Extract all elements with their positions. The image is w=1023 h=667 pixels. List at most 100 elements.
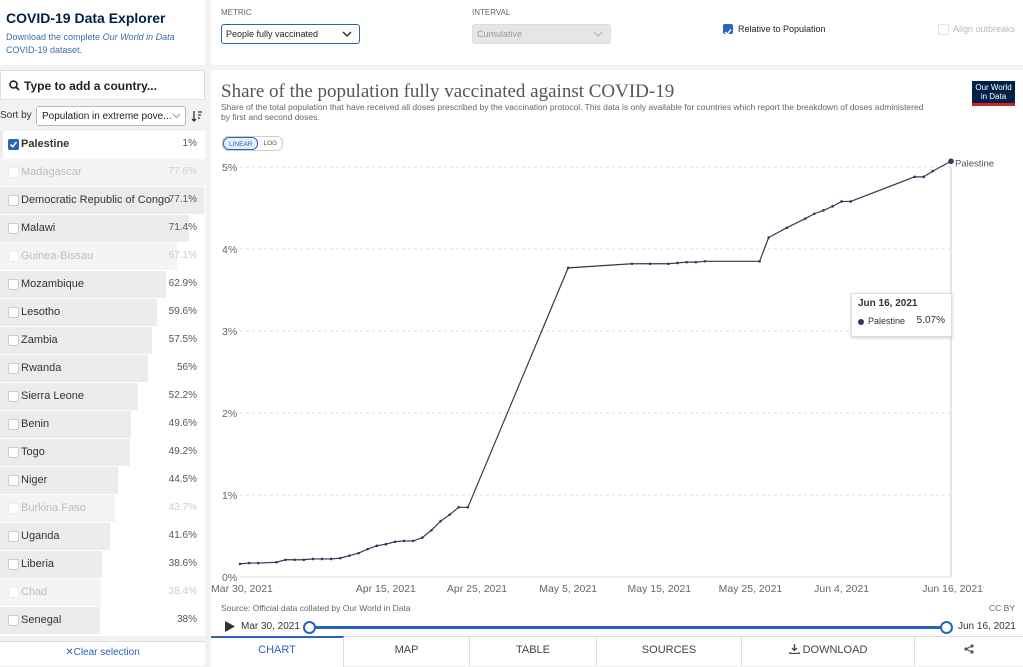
country-row[interactable]: Democratic Republic of Congo 77.1% (0, 187, 205, 215)
scale-toggle[interactable]: LINEAR LOG (222, 136, 284, 151)
play-button[interactable] (224, 620, 236, 633)
country-row[interactable]: Burkina Faso 43.7% (0, 495, 205, 523)
chart-subtitle: Share of the total population that have … (221, 102, 924, 122)
scale-option[interactable]: LINEAR (223, 137, 259, 150)
data-point (430, 528, 433, 532)
sort-label: Sort by (0, 110, 32, 121)
note-text: COVID-19 dataset. (6, 45, 83, 55)
clear-selection[interactable]: ✕Clear selection (0, 641, 205, 666)
value-shade (0, 383, 138, 410)
country-row[interactable]: Senegal 38% (0, 607, 205, 635)
download-note[interactable]: Download the complete Our World in Data … (6, 31, 196, 57)
data-point (466, 506, 470, 509)
tab[interactable]: SOURCES (597, 636, 742, 666)
share-icon (964, 644, 974, 654)
country-row[interactable]: Niger 44.5% (0, 467, 205, 495)
timeline-handle[interactable] (303, 621, 316, 634)
controls-bar: METRIC People fully vaccinated INTERVAL … (211, 0, 1023, 65)
x-tick-label: Mar 30, 2021 (211, 583, 273, 595)
country-row[interactable]: Mozambique 62.9% (0, 271, 205, 299)
country-name: Rwanda (21, 362, 62, 374)
clear-text: Clear selection (73, 647, 140, 658)
country-row[interactable]: Rwanda 56% (0, 355, 205, 383)
country-name: Senegal (21, 614, 62, 626)
tab[interactable]: DOWNLOAD (742, 636, 915, 666)
checkbox (8, 559, 19, 570)
chart-title: Share of the population fully vaccinated… (221, 81, 675, 102)
search-box[interactable]: Type to add a country... (0, 70, 205, 100)
checkbox (8, 447, 19, 458)
country-row[interactable]: Malawi 71.4% (0, 215, 205, 243)
country-name: Uganda (21, 530, 60, 542)
data-point (238, 562, 242, 566)
scale-option[interactable]: LOG (263, 140, 278, 147)
country-row[interactable]: Lesotho 59.6% (0, 299, 205, 327)
data-point (931, 169, 935, 173)
data-point (922, 175, 925, 179)
data-point (384, 542, 388, 546)
country-value: 38.6% (168, 558, 197, 569)
data-point (676, 261, 679, 265)
data-point (439, 519, 442, 523)
tab[interactable]: MAP (344, 636, 470, 666)
tab[interactable]: CHART (211, 636, 344, 667)
country-row[interactable]: Sierra Leone 52.2% (0, 383, 205, 411)
data-point (685, 260, 688, 264)
tab-label: DOWNLOAD (802, 644, 868, 656)
country-row[interactable]: Zambia 57.5% (0, 327, 205, 355)
checkbox (8, 195, 19, 206)
checkbox (8, 307, 19, 318)
country-name: Mozambique (21, 278, 84, 290)
checkbox (8, 587, 19, 598)
country-name: Burkina Faso (21, 502, 86, 514)
checkbox (8, 419, 19, 430)
country-row[interactable]: Benin 49.6% (0, 411, 205, 439)
interval-value: Cumulative (477, 29, 523, 39)
country-row[interactable]: Madagascar 77.6% (0, 159, 205, 187)
country-value: 41.6% (168, 530, 197, 541)
country-value: 67.1% (168, 250, 197, 261)
data-point (329, 557, 333, 561)
country-row[interactable]: Palestine 1% (0, 131, 205, 159)
country-row[interactable]: Chad 38.4% (0, 579, 205, 607)
checkbox (8, 531, 19, 542)
tab-label: TABLE (515, 644, 551, 656)
checkbox (8, 391, 19, 402)
country-value: 1% (182, 138, 197, 149)
country-value: 43.7% (168, 502, 197, 513)
country-list: Palestine 1% Madagascar 77.6% Democratic Rep… (0, 131, 205, 636)
country-row[interactable]: Uganda 41.6% (0, 523, 205, 551)
country-value: 44.5% (168, 474, 197, 485)
data-point (357, 551, 360, 555)
y-tick-label: 1% (222, 490, 237, 502)
tooltip: Jun 16, 2021 Palestine 5.07% (851, 293, 952, 337)
tab[interactable]: TABLE (470, 636, 597, 666)
source-note: Source: Official data collated by Our Wo… (221, 603, 411, 613)
owid-logo[interactable]: Our World in Data (972, 81, 1015, 106)
x-tick-label: May 25, 2021 (719, 583, 783, 595)
metric-select[interactable]: People fully vaccinated (221, 24, 360, 44)
country-row[interactable]: Togo 49.2% (0, 439, 205, 467)
timeline-handle[interactable] (940, 621, 953, 634)
interval-select: Cumulative (472, 24, 611, 44)
country-row[interactable]: Liberia 38.6% (0, 551, 205, 579)
relative-checkbox[interactable] (723, 24, 733, 36)
data-point (338, 556, 342, 560)
share-tab[interactable] (915, 636, 1023, 666)
sort-order-icon[interactable] (191, 110, 203, 122)
data-point (758, 260, 761, 263)
note-text: Download the complete (6, 32, 103, 42)
country-row[interactable]: Guinea-Bissau 67.1% (0, 243, 205, 271)
align-checkbox (938, 24, 949, 35)
data-point (293, 558, 296, 562)
series-label: Palestine (955, 158, 994, 169)
sort-select[interactable]: Population in extreme pove... (36, 106, 186, 126)
tooltip-name: Palestine (868, 316, 906, 326)
checkbox (8, 139, 19, 150)
download-icon (788, 644, 800, 655)
timeline-end: Jun 16, 2021 (958, 621, 1016, 632)
data-point (767, 236, 770, 239)
country-value: 57.5% (168, 334, 197, 345)
logo-line: Our World (975, 83, 1012, 92)
